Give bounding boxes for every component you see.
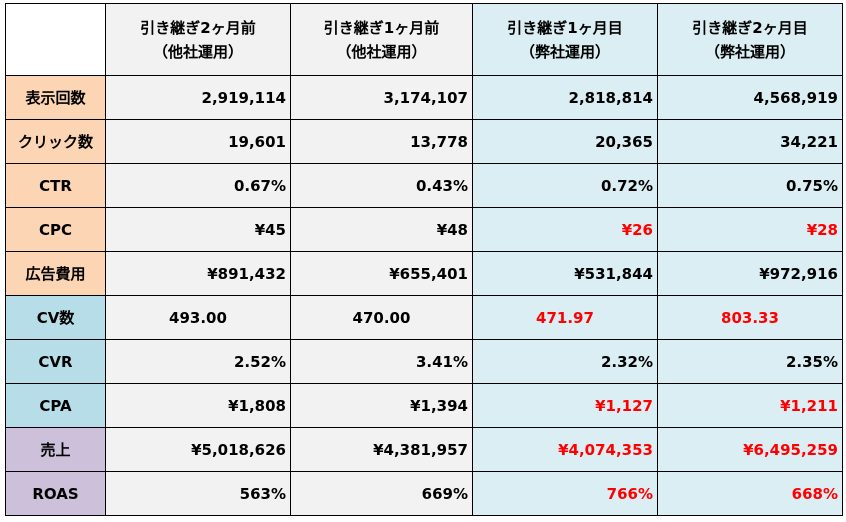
data-cell: ¥1,211	[657, 383, 843, 428]
table-row: CVR 2.52% 3.41% 2.32% 2.35%	[5, 339, 843, 384]
data-cell: 0.43%	[290, 163, 473, 208]
row-label: クリック数	[5, 119, 106, 164]
data-cell: 2.35%	[657, 339, 843, 384]
column-subtitle: （他社運用）	[336, 42, 427, 61]
data-cell: ¥28	[657, 207, 843, 252]
data-cell: 2,818,814	[472, 75, 658, 120]
table-row: 表示回数 2,919,114 3,174,107 2,818,814 4,568,919	[5, 75, 843, 120]
comparison-table: 引き継ぎ2ヶ月前 （他社運用） 引き継ぎ1ヶ月前 （他社運用） 引き継ぎ1ヶ月目 （弊社運…	[5, 3, 843, 516]
table-row: ROAS 563% 669% 766% 668%	[5, 471, 843, 516]
data-cell: 2.32%	[472, 339, 658, 384]
data-cell: ¥4,074,353	[472, 427, 658, 472]
data-cell: 0.67%	[105, 163, 291, 208]
data-cell: 803.33	[657, 295, 843, 340]
data-cell: ¥5,018,626	[105, 427, 291, 472]
table-row: クリック数 19,601 13,778 20,365 34,221	[5, 119, 843, 164]
column-header: 引き継ぎ2ヶ月前 （他社運用）	[105, 3, 291, 76]
data-cell: 13,778	[290, 119, 473, 164]
data-cell: ¥972,916	[657, 251, 843, 296]
corner-cell	[5, 3, 106, 76]
table-row: CPC ¥45 ¥48 ¥26 ¥28	[5, 207, 843, 252]
column-title: 引き継ぎ2ヶ月前	[140, 18, 256, 37]
data-cell: ¥1,808	[105, 383, 291, 428]
row-label: CPC	[5, 207, 106, 252]
data-cell: ¥1,394	[290, 383, 473, 428]
data-cell: ¥26	[472, 207, 658, 252]
data-cell: 668%	[657, 471, 843, 516]
data-cell: 766%	[472, 471, 658, 516]
data-cell: ¥1,127	[472, 383, 658, 428]
data-cell: 0.75%	[657, 163, 843, 208]
data-cell: 493.00	[105, 295, 291, 340]
data-cell: ¥531,844	[472, 251, 658, 296]
data-cell: 2.52%	[105, 339, 291, 384]
table-row: 売上 ¥5,018,626 ¥4,381,957 ¥4,074,353 ¥6,495,2…	[5, 427, 843, 472]
table-row: CPA ¥1,808 ¥1,394 ¥1,127 ¥1,211	[5, 383, 843, 428]
data-cell: 19,601	[105, 119, 291, 164]
column-subtitle: （弊社運用）	[519, 42, 610, 61]
column-subtitle: （他社運用）	[152, 42, 243, 61]
table-row: CV数 493.00 470.00 471.97 803.33	[5, 295, 843, 340]
row-label: 広告費用	[5, 251, 106, 296]
column-header: 引き継ぎ1ヶ月前 （他社運用）	[290, 3, 473, 76]
data-cell: 3.41%	[290, 339, 473, 384]
data-cell: ¥45	[105, 207, 291, 252]
header-row: 引き継ぎ2ヶ月前 （他社運用） 引き継ぎ1ヶ月前 （他社運用） 引き継ぎ1ヶ月目 （弊社運…	[5, 3, 843, 76]
row-label: 売上	[5, 427, 106, 472]
column-title: 引き継ぎ1ヶ月目	[507, 18, 623, 37]
data-cell: ¥4,381,957	[290, 427, 473, 472]
row-label: CV数	[5, 295, 106, 340]
row-label: ROAS	[5, 471, 106, 516]
data-cell: ¥891,432	[105, 251, 291, 296]
table-body: 表示回数 2,919,114 3,174,107 2,818,814 4,568,919…	[5, 75, 843, 516]
column-title: 引き継ぎ1ヶ月前	[323, 18, 440, 37]
data-cell: 3,174,107	[290, 75, 473, 120]
data-cell: 34,221	[657, 119, 843, 164]
row-label: 表示回数	[5, 75, 106, 120]
column-header: 引き継ぎ2ヶ月目 （弊社運用）	[657, 3, 843, 76]
column-title: 引き継ぎ2ヶ月目	[692, 18, 808, 37]
data-cell: 4,568,919	[657, 75, 843, 120]
data-cell: 563%	[105, 471, 291, 516]
data-cell: 20,365	[472, 119, 658, 164]
row-label: CTR	[5, 163, 106, 208]
data-cell: ¥48	[290, 207, 473, 252]
column-header: 引き継ぎ1ヶ月目 （弊社運用）	[472, 3, 658, 76]
data-cell: 471.97	[472, 295, 658, 340]
data-cell: 0.72%	[472, 163, 658, 208]
data-cell: ¥655,401	[290, 251, 473, 296]
table-row: 広告費用 ¥891,432 ¥655,401 ¥531,844 ¥972,916	[5, 251, 843, 296]
row-label: CVR	[5, 339, 106, 384]
column-subtitle: （弊社運用）	[704, 42, 795, 61]
data-cell: 669%	[290, 471, 473, 516]
data-cell: 470.00	[290, 295, 473, 340]
row-label: CPA	[5, 383, 106, 428]
data-cell: 2,919,114	[105, 75, 291, 120]
data-cell: ¥6,495,259	[657, 427, 843, 472]
table-row: CTR 0.67% 0.43% 0.72% 0.75%	[5, 163, 843, 208]
